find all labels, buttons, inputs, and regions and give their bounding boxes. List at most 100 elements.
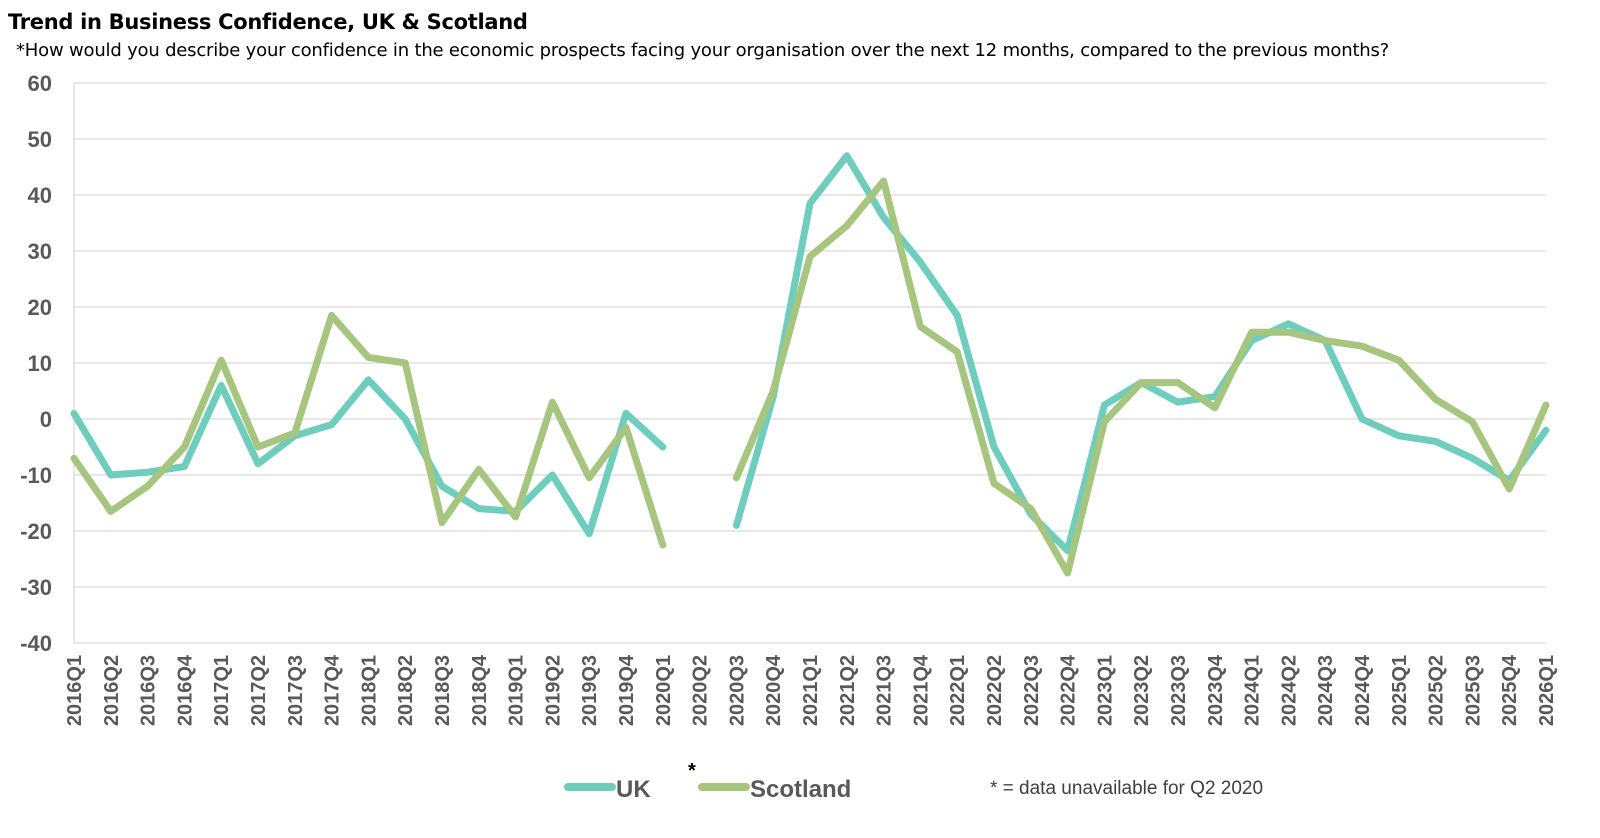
x-tick-label: 2020Q1: [653, 655, 675, 726]
data-point: [478, 468, 480, 470]
x-tick-label: 2019Q1: [506, 655, 528, 726]
series-uk: [70, 152, 1550, 555]
data-point: [73, 457, 75, 459]
data-point: [1103, 404, 1105, 406]
data-point: [1435, 398, 1437, 400]
x-tick-label: 2018Q3: [432, 655, 454, 726]
data-point: [1398, 359, 1400, 361]
data-note: * = data unavailable for Q2 2020: [990, 778, 1263, 799]
y-tick-label: -30: [20, 575, 52, 600]
data-point: [478, 508, 480, 510]
data-point: [404, 362, 406, 364]
series-line-scotland: [70, 177, 1550, 577]
x-tick-label: 2016Q4: [174, 654, 196, 726]
data-point: [183, 466, 185, 468]
data-point: [257, 463, 259, 465]
data-point: [1361, 418, 1363, 420]
data-point: [110, 510, 112, 512]
x-tick-label: 2024Q4: [1352, 654, 1374, 726]
data-point: [1030, 508, 1032, 510]
x-tick-label: 2026Q1: [1536, 655, 1558, 726]
data-point: [1067, 572, 1069, 574]
x-tick-label: 2021Q3: [874, 655, 896, 726]
x-tick-label: 2024Q2: [1278, 655, 1300, 726]
y-tick-label: 60: [28, 71, 52, 96]
series-line-uk: [70, 152, 1550, 555]
data-point: [331, 314, 333, 316]
x-tick-label: 2016Q1: [64, 655, 86, 726]
y-tick-label: 30: [28, 239, 52, 264]
data-point: [220, 384, 222, 386]
data-point: [625, 412, 627, 414]
data-point: [809, 256, 811, 258]
series-scotland: [70, 177, 1550, 577]
x-tick-label: 2017Q1: [211, 655, 233, 726]
data-point: [993, 446, 995, 448]
data-point: [220, 359, 222, 361]
data-point: [1177, 401, 1179, 403]
chart-title: Trend in Business Confidence, UK & Scotl…: [8, 10, 528, 34]
data-point: [588, 533, 590, 535]
x-tick-label: 2019Q3: [579, 655, 601, 726]
data-point: [183, 446, 185, 448]
chart-subtitle: *How would you describe your confidence …: [16, 40, 1390, 61]
x-tick-label: 2018Q2: [395, 655, 417, 726]
legend-label-scotland: Scotland: [750, 776, 851, 803]
x-tick-label: 2024Q3: [1315, 655, 1337, 726]
data-point: [294, 432, 296, 434]
x-tick-label: 2023Q1: [1094, 655, 1116, 726]
x-tick-label: 2025Q1: [1389, 655, 1411, 726]
data-point: [147, 485, 149, 487]
data-point: [846, 225, 848, 227]
x-tick-label: 2017Q4: [322, 654, 344, 726]
data-point: [1067, 550, 1069, 552]
x-tick-label: 2020Q4: [763, 654, 785, 726]
y-tick-label: 40: [28, 183, 52, 208]
data-point: [1508, 488, 1510, 490]
x-tick-label: 2022Q2: [984, 655, 1006, 726]
x-tick-label: 2018Q1: [358, 655, 380, 726]
x-tick-label: 2017Q2: [248, 655, 270, 726]
x-tick-label: 2017Q3: [285, 655, 307, 726]
data-point: [1214, 407, 1216, 409]
legend-label-uk: UK: [616, 776, 651, 803]
x-tick-label: 2019Q4: [616, 654, 638, 726]
data-point: [846, 155, 848, 157]
y-tick-label: 50: [28, 127, 52, 152]
x-tick-label: 2019Q2: [542, 655, 564, 726]
data-point: [1177, 382, 1179, 384]
data-point: [1251, 331, 1253, 333]
data-point: [1545, 404, 1547, 406]
x-tick-label: 2022Q3: [1021, 655, 1043, 726]
data-point: [367, 379, 369, 381]
data-point: [404, 418, 406, 420]
data-point: [883, 216, 885, 218]
x-tick-label: 2020Q3: [726, 655, 748, 726]
x-tick-label: 2016Q2: [101, 655, 123, 726]
data-point: [735, 477, 737, 479]
data-point: [735, 524, 737, 526]
x-tick-label: 2025Q3: [1462, 655, 1484, 726]
x-tick-label: 2022Q4: [1058, 654, 1080, 726]
data-point: [515, 516, 517, 518]
data-point: [551, 474, 553, 476]
x-tick-label: 2016Q3: [138, 655, 160, 726]
data-point: [1287, 323, 1289, 325]
data-point: [625, 426, 627, 428]
data-point: [919, 261, 921, 263]
data-point: [1140, 382, 1142, 384]
x-tick-label: 2025Q4: [1499, 654, 1521, 726]
x-tick-label: 2025Q2: [1426, 655, 1448, 726]
x-tick-label: 2021Q4: [910, 654, 932, 726]
data-point: [809, 202, 811, 204]
data-point: [956, 351, 958, 353]
y-tick-label: -40: [20, 631, 52, 656]
data-point: [1103, 421, 1105, 423]
data-point: [956, 314, 958, 316]
data-point: [919, 326, 921, 328]
x-tick-label: 2023Q3: [1168, 655, 1190, 726]
data-point: [551, 401, 553, 403]
data-point: [331, 424, 333, 426]
data-point: [772, 390, 774, 392]
